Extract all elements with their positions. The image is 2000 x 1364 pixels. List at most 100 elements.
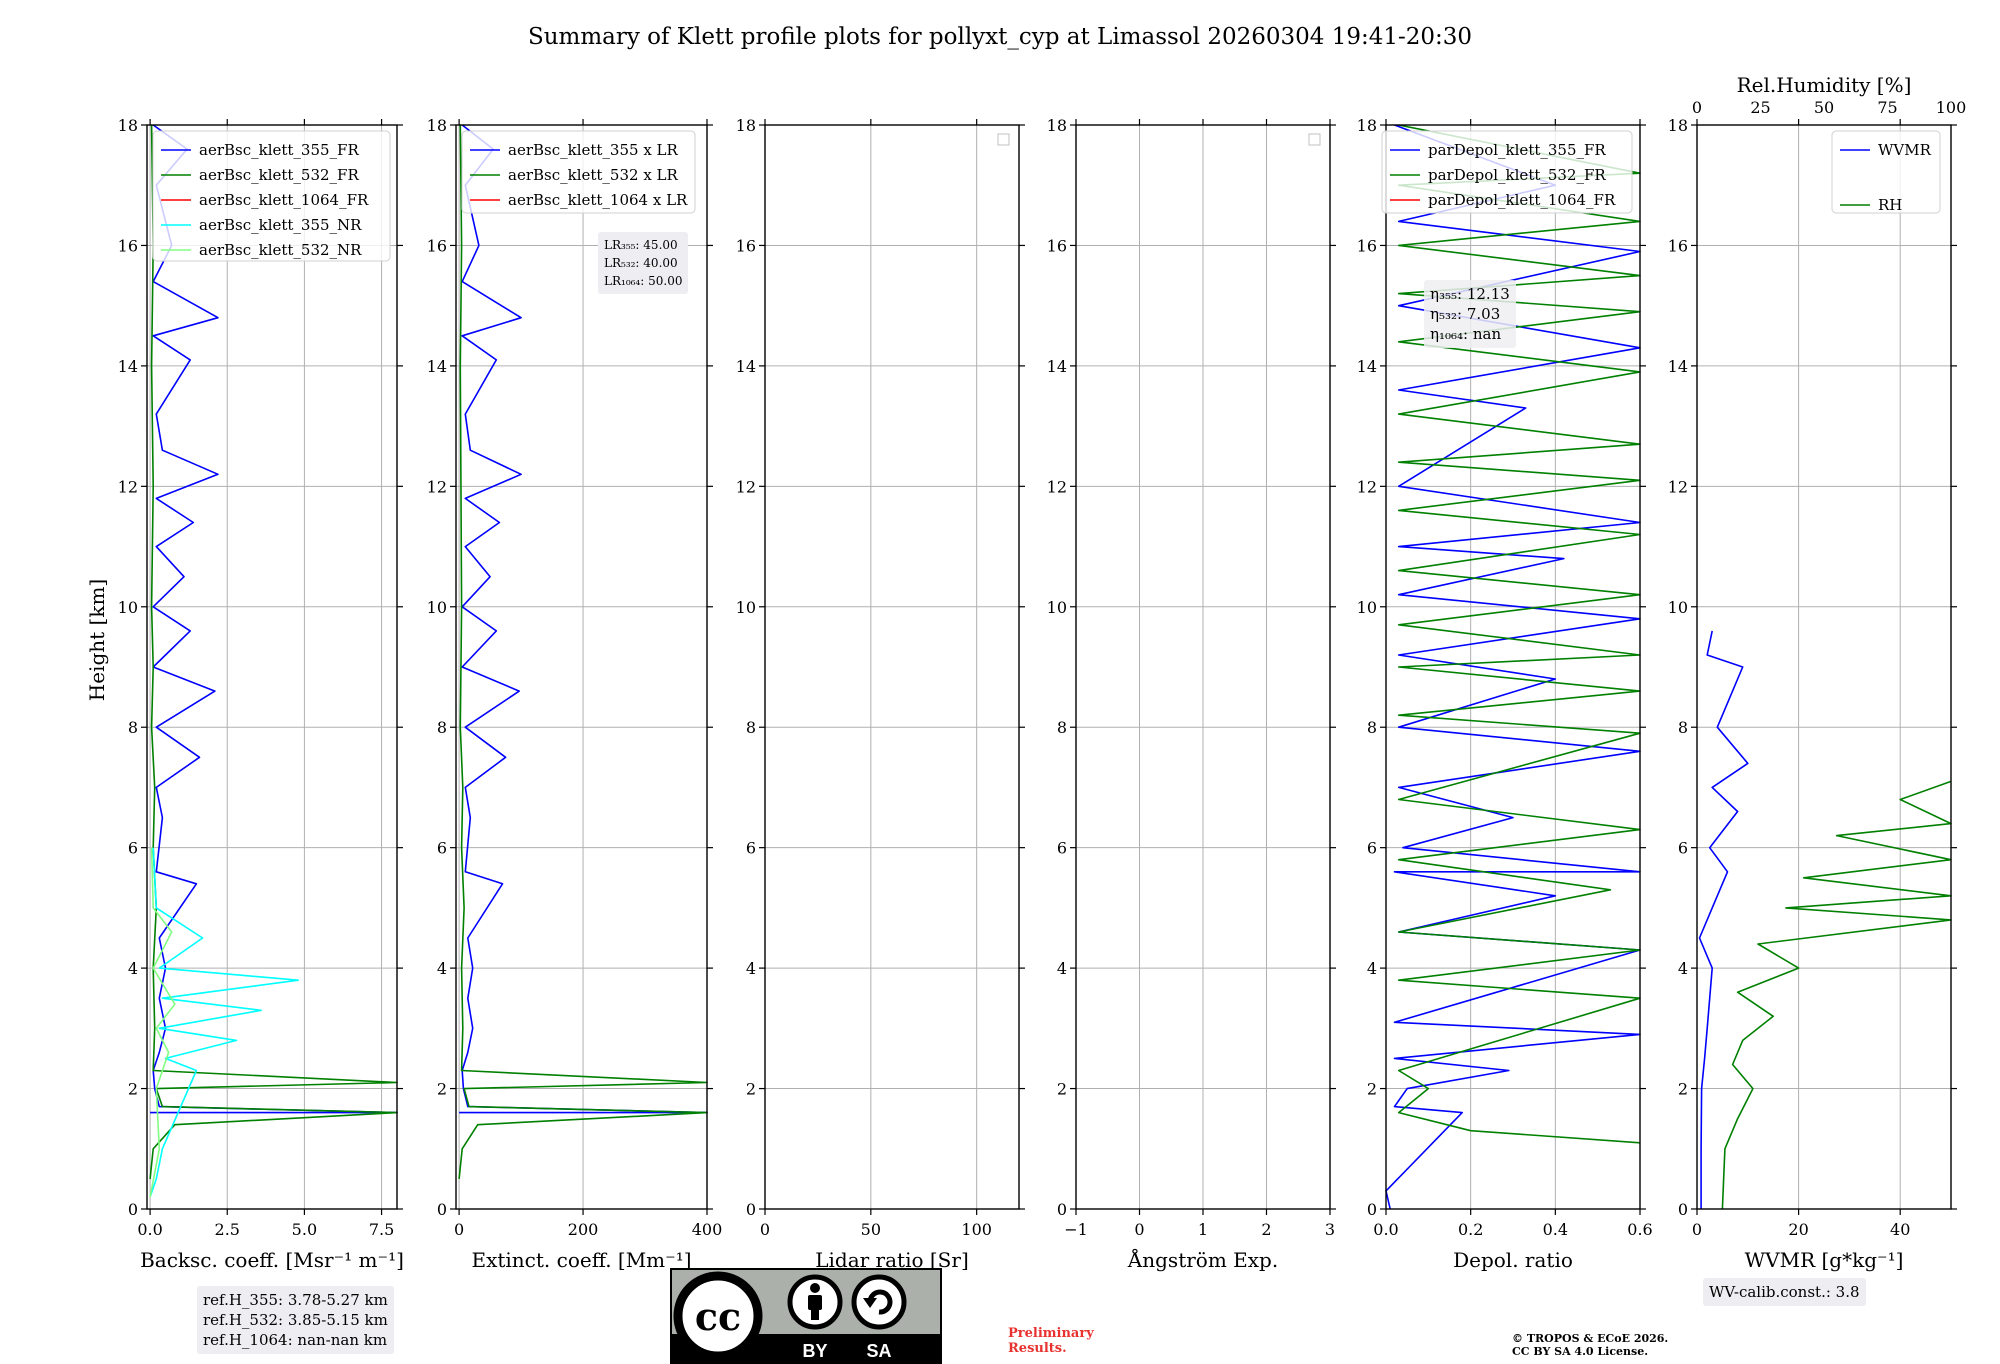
x-tick-label: 0 [1134, 1220, 1144, 1239]
panel-depol: 0 2 4 6 8 10 12 14 16 18 0.0 0.2 0.4 0.6 Depol. ratio p… [1357, 116, 1653, 1272]
legend-box [461, 130, 696, 214]
sa-label: SA [866, 1341, 891, 1361]
eta-box: η₃₅₅: 12.13 η₅₃₂: 7.03 η₁₀₆₄: nan [1424, 280, 1516, 348]
y-tick-label: 0 [1057, 1200, 1067, 1219]
y-tick-label: 16 [736, 236, 756, 255]
copyright-note: © TROPOS & ECoE 2026. CC BY SA 4.0 Licen… [1512, 1332, 1668, 1358]
y-tick-label: 12 [736, 477, 756, 496]
lr-1064-label: LR₁₀₆₄: 50.00 [604, 274, 683, 288]
empty-legend-box [1308, 133, 1321, 146]
y-tick-label: 16 [1047, 236, 1067, 255]
y-tick-label: 8 [746, 718, 756, 737]
y-tick-label: 2 [1678, 1080, 1688, 1099]
top-x-tick-label: 50 [1814, 98, 1834, 117]
x-axis-label: Depol. ratio [1453, 1248, 1573, 1272]
y-tick-label: 0 [1367, 1200, 1377, 1219]
x-tick-label: 5.0 [292, 1220, 317, 1239]
plot-frame [1696, 124, 1952, 1210]
ref-height-box: ref.H_355: 3.78-5.27 km ref.H_532: 3.85-… [197, 1286, 394, 1354]
x-tick-label: 0.0 [137, 1220, 162, 1239]
top-x-tick-label: 75 [1877, 98, 1897, 117]
y-tick-label: 8 [437, 718, 447, 737]
series-aerBsc_klett_532_NR [149, 847, 176, 1198]
plot-frame [1075, 124, 1331, 1210]
preliminary-note: Preliminary Results. [1008, 1326, 1094, 1356]
x-tick-label: 100 [961, 1220, 992, 1239]
legend-entry: parDepol_klett_1064_FR [1428, 191, 1616, 209]
y-tick-label: 10 [427, 598, 447, 617]
x-tick-label: 2 [1261, 1220, 1271, 1239]
y-tick-label: 8 [1678, 718, 1688, 737]
y-tick-label: 0 [1678, 1200, 1688, 1219]
legend-entry: aerBsc_klett_1064 x LR [508, 191, 688, 209]
y-tick-label: 10 [118, 598, 138, 617]
y-tick-label: 6 [746, 839, 756, 858]
y-tick-label: 16 [118, 236, 138, 255]
y-tick-label: 4 [746, 959, 756, 978]
x-tick-label: 0.0 [1373, 1220, 1398, 1239]
x-tick-label: 0.2 [1458, 1220, 1483, 1239]
y-axis-label: Height [km] [85, 579, 109, 701]
plot-frame [764, 124, 1020, 1210]
series-aerBsc_klett_355_NR [149, 847, 300, 1198]
cc-circle-icon [673, 1271, 763, 1361]
figure-title: Summary of Klett profile plots for polly… [528, 24, 1472, 50]
legend-entry: aerBsc_klett_532_NR [199, 241, 362, 259]
legend-entry: aerBsc_klett_355 x LR [508, 141, 679, 159]
x-axis-label: Backsc. coeff. [Msr⁻¹ m⁻¹] [140, 1248, 404, 1272]
y-tick-label: 14 [118, 357, 138, 376]
series-aerBsc_klett_532_FR [149, 124, 398, 1179]
cc-by-sa-logo: cc BY SA [670, 1268, 942, 1364]
y-tick-label: 14 [427, 357, 447, 376]
x-tick-label: 1 [1198, 1220, 1208, 1239]
eta-1064-label: η₁₀₆₄: nan [1430, 325, 1502, 343]
y-tick-label: 4 [128, 959, 138, 978]
lr-532-label: LR₅₃₂: 40.00 [604, 256, 678, 270]
copyright-line-1: © TROPOS & ECoE 2026. [1512, 1332, 1669, 1345]
y-tick-label: 4 [1367, 959, 1377, 978]
y-tick-label: 4 [1678, 959, 1688, 978]
y-tick-label: 2 [1057, 1080, 1067, 1099]
y-tick-label: 0 [746, 1200, 756, 1219]
y-tick-label: 0 [128, 1200, 138, 1219]
y-tick-label: 16 [1357, 236, 1377, 255]
x-tick-label: 3 [1325, 1220, 1335, 1239]
y-tick-label: 12 [118, 477, 138, 496]
series-WVMR [1698, 630, 1749, 1209]
y-tick-label: 18 [736, 116, 756, 135]
by-label: BY [802, 1341, 827, 1361]
series-aerBsc_klett_355_FR [150, 124, 398, 1114]
y-tick-label: 0 [437, 1200, 447, 1219]
y-tick-label: 6 [128, 839, 138, 858]
ref-height-355: ref.H_355: 3.78-5.27 km [203, 1291, 388, 1309]
panel-backscatter: 0 2 4 6 8 10 12 14 16 18 0.0 2.5 5.0 7.5 Backsc. coeff… [118, 116, 404, 1272]
y-tick-label: 18 [1357, 116, 1377, 135]
top-x-tick-label: 25 [1750, 98, 1770, 117]
y-tick-label: 18 [1047, 116, 1067, 135]
x-tick-label: 7.5 [369, 1220, 394, 1239]
y-tick-label: 6 [1678, 839, 1688, 858]
x-tick-label: 0 [454, 1220, 464, 1239]
y-tick-label: 14 [1357, 357, 1377, 376]
lr-355-label: LR₃₅₅: 45.00 [604, 238, 678, 252]
ref-height-532: ref.H_532: 3.85-5.15 km [203, 1311, 388, 1329]
y-tick-label: 10 [1668, 598, 1688, 617]
legend-box [1831, 130, 1941, 214]
top-x-axis-label: Rel.Humidity [%] [1737, 73, 1912, 97]
legend-entry: aerBsc_klett_355_NR [199, 216, 362, 234]
copyright-line-2: CC BY SA 4.0 License. [1512, 1345, 1649, 1358]
x-tick-label: 0 [1692, 1220, 1702, 1239]
sa-share-icon [851, 1274, 907, 1330]
legend-entry: aerBsc_klett_532_FR [199, 166, 359, 184]
y-tick-label: 12 [1668, 477, 1688, 496]
x-tick-label: 200 [568, 1220, 599, 1239]
ref-height-1064: ref.H_1064: nan-nan km [203, 1331, 388, 1349]
series-aerBsc_klett_532 x LR [458, 124, 708, 1179]
y-tick-label: 16 [427, 236, 447, 255]
empty-legend-box [997, 133, 1010, 146]
y-tick-label: 12 [1357, 477, 1377, 496]
x-tick-label: 0 [760, 1220, 770, 1239]
